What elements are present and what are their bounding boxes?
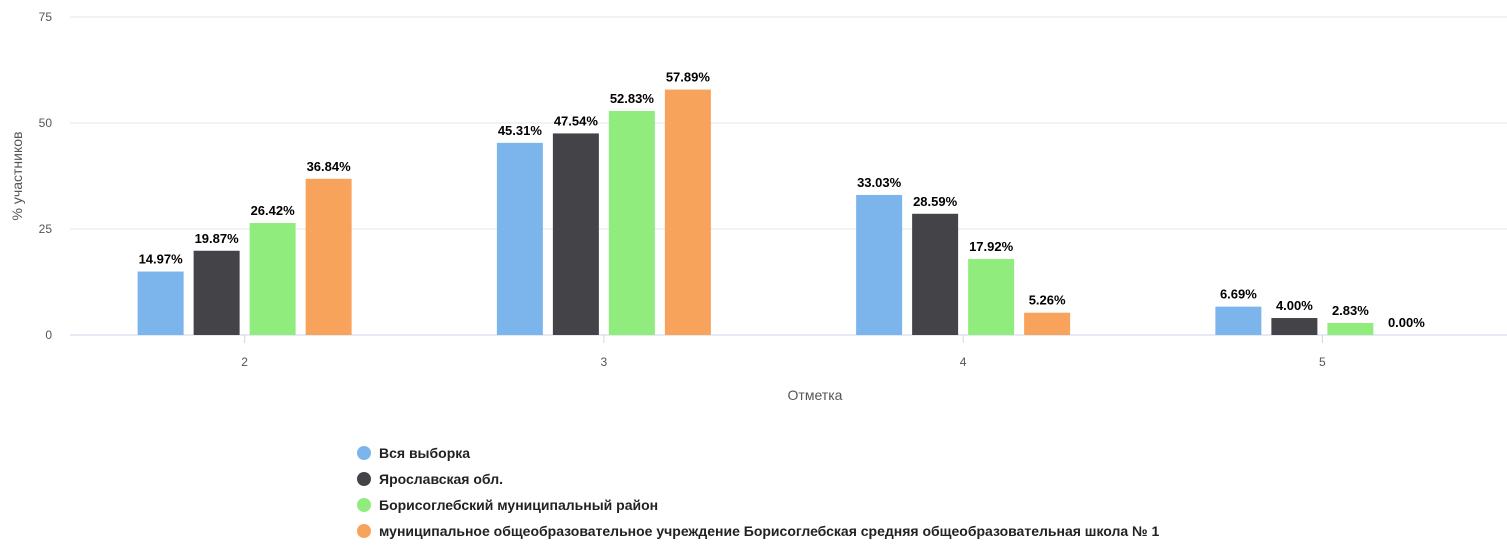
data-label: 2.83% (1332, 303, 1369, 318)
bar[interactable] (664, 89, 711, 335)
x-axis-title: Отметка (788, 387, 843, 403)
data-label: 14.97% (139, 252, 184, 267)
legend: Вся выборка Ярославская обл. Борисоглебски… (357, 445, 1160, 539)
bar[interactable] (1327, 323, 1374, 335)
x-axis-ticks: 2 3 4 5 (241, 335, 1326, 369)
data-label: 5.26% (1029, 293, 1066, 308)
x-tick-label: 4 (960, 355, 967, 369)
legend-marker (357, 446, 371, 460)
bar[interactable] (496, 142, 543, 335)
bar[interactable] (193, 250, 240, 335)
legend-marker (357, 472, 371, 486)
x-tick-label: 3 (601, 355, 608, 369)
data-label: 4.00% (1276, 298, 1313, 313)
y-tick-label: 75 (39, 10, 53, 24)
data-label: 45.31% (498, 123, 543, 138)
legend-marker (357, 524, 371, 538)
bar[interactable] (305, 178, 352, 335)
bar[interactable] (137, 271, 184, 335)
legend-label[interactable]: Вся выборка (379, 445, 470, 461)
bar[interactable] (249, 222, 296, 335)
bar[interactable] (856, 194, 903, 335)
y-tick-label: 0 (45, 328, 52, 342)
data-label: 28.59% (913, 194, 958, 209)
bars (137, 89, 1374, 336)
bar[interactable] (1215, 306, 1262, 335)
data-label: 52.83% (610, 91, 655, 106)
bar[interactable] (552, 133, 599, 335)
legend-label[interactable]: муниципальное общеобразовательное учрежд… (379, 523, 1160, 539)
y-axis-ticks: 0 25 50 75 (39, 10, 53, 342)
y-tick-label: 50 (39, 116, 53, 130)
data-label: 47.54% (554, 113, 599, 128)
data-label: 0.00% (1388, 315, 1425, 330)
y-tick-label: 25 (39, 222, 53, 236)
legend-label[interactable]: Ярославская обл. (379, 471, 503, 487)
data-labels: 14.97% 19.87% 26.42% 36.84% 45.31% 47.54% 52.8… (139, 70, 1426, 330)
x-tick-label: 2 (241, 355, 248, 369)
bar[interactable] (608, 111, 655, 336)
bar[interactable] (1271, 318, 1318, 335)
data-label: 19.87% (195, 231, 240, 246)
y-axis-title: % участников (9, 132, 25, 221)
data-label: 57.89% (666, 70, 711, 85)
bar[interactable] (912, 213, 959, 335)
data-label: 26.42% (251, 203, 296, 218)
legend-label[interactable]: Борисоглебский муниципальный район (379, 497, 658, 513)
bar[interactable] (968, 259, 1015, 335)
data-label: 33.03% (857, 175, 902, 190)
data-label: 17.92% (969, 239, 1014, 254)
x-tick-label: 5 (1319, 355, 1326, 369)
bar[interactable] (1024, 312, 1071, 335)
data-label: 36.84% (307, 159, 352, 174)
legend-marker (357, 498, 371, 512)
data-label: 6.69% (1220, 287, 1257, 302)
